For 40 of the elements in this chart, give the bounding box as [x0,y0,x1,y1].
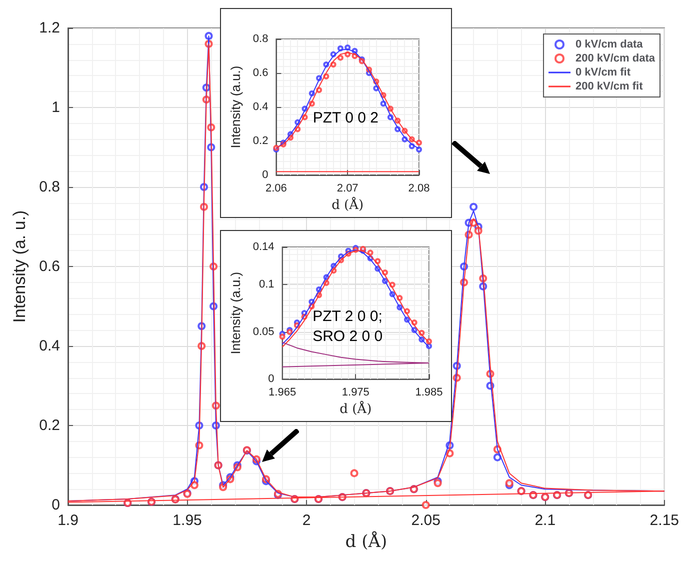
y-tick-label: 0.1 [259,278,274,291]
y-tick-label: 0.8 [39,178,60,196]
legend-label: 200 kV/cm fit [576,80,644,92]
y-tick-label: 0 [52,496,60,514]
y-tick-label: 0.2 [39,417,60,434]
y-tick-label: 0.8 [252,33,268,45]
y-tick-label: 0 [268,373,274,386]
y-tick-label: 0.6 [39,258,60,275]
x-tick-label: 1.985 [415,386,443,399]
y-tick-label: 0.4 [39,338,60,354]
x-tick-label: 1.965 [268,386,296,399]
x-axis-title: d (Å) [345,531,388,552]
y-tick-label: 0.14 [252,241,274,253]
annotation: PZT 0 0 2 [312,110,378,126]
x-tick-label: 1.9 [58,512,78,529]
x-tick-label: 2 [302,512,311,529]
y-tick-label: 1.2 [39,20,60,36]
x-tick-label: 2.1 [534,512,556,529]
y-tick-label: 0.6 [252,67,268,79]
y-axis-title: Intensity (a. u.) [10,210,30,323]
y-tick-label: 0.2 [252,135,268,147]
y-tick-label: 0 [262,169,268,181]
x-tick-label: 1.95 [172,512,202,529]
x-axis-title: d (Å) [340,400,372,417]
y-tick-label: 0.4 [252,101,268,113]
y-tick-label: 1 [52,99,60,116]
x-tick-label: 2.05 [411,512,440,529]
y-tick-label: 0.05 [252,326,274,338]
legend-label: 200 kV/cm data [576,52,656,64]
x-tick-label: 2.06 [265,182,287,194]
y-axis-title: Intensity (a.u.) [228,66,243,148]
x-axis-title: d (Å) [332,196,364,213]
x-tick-label: 1.975 [342,386,370,399]
legend-label: 0 kV/cm fit [576,66,631,78]
x-tick-label: 2.15 [650,512,680,529]
x-tick-label: 2.07 [336,182,358,194]
y-axis-title: Intensity (a.u.) [228,272,243,354]
x-tick-label: 2.08 [408,182,430,194]
legend-label: 0 kV/cm data [576,38,644,50]
annotation: PZT 2 0 0; SRO 2 0 0 [312,308,383,346]
